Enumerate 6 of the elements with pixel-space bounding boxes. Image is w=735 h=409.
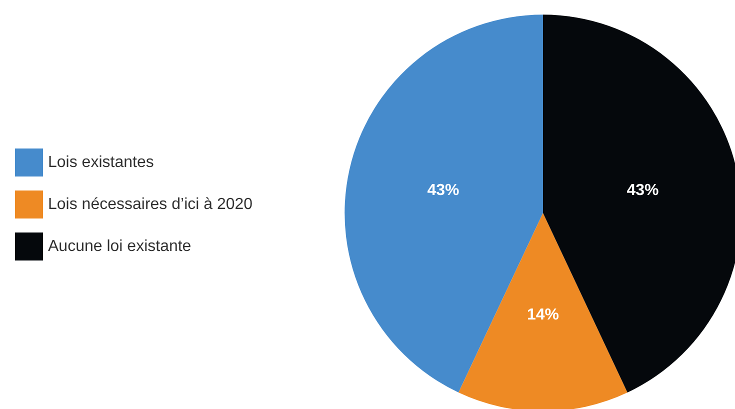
data-label: 43% — [626, 182, 659, 200]
legend-label: Lois existantes — [48, 154, 154, 171]
legend-label: Aucune loi existante — [48, 238, 192, 255]
data-label: 14% — [526, 306, 560, 324]
legend-label: Lois nécessaires d’ici à 2020 — [48, 196, 253, 213]
data-label: 43% — [427, 182, 460, 200]
